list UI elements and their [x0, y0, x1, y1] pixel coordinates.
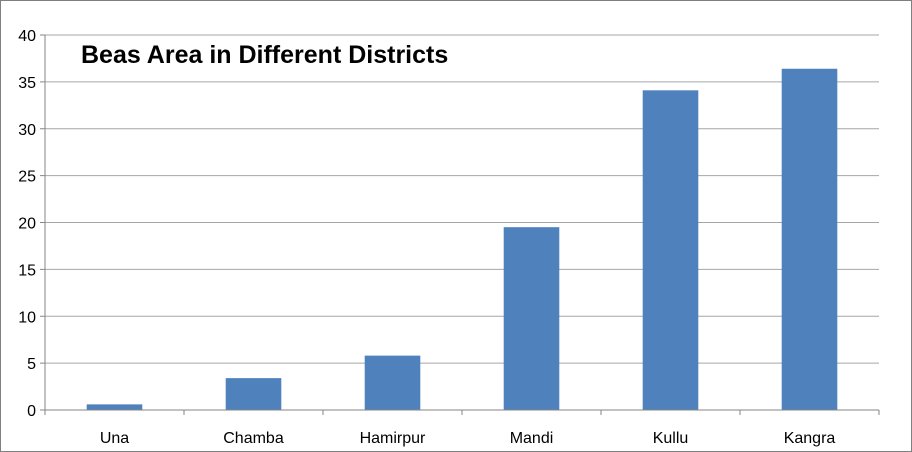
bars [86, 68, 838, 410]
bar-hamirpur [364, 355, 421, 410]
y-tick-label: 0 [27, 403, 36, 420]
y-tick-label: 40 [18, 28, 36, 45]
bar-una [86, 404, 143, 410]
x-tick-label: Kullu [653, 430, 689, 447]
x-tick-labels: Una Chamba Hamirpur Mandi Kullu Kangra [100, 430, 836, 447]
bar-mandi [503, 227, 560, 410]
gridlines [45, 34, 879, 364]
y-tick-label: 30 [18, 122, 36, 139]
y-tick-label: 25 [18, 169, 36, 186]
x-tick-label: Kangra [784, 430, 836, 447]
bar-kangra [781, 68, 838, 410]
x-tick-label: Chamba [223, 430, 284, 447]
y-tick-label: 10 [18, 309, 36, 326]
y-tick-labels: 0 5 10 15 20 25 30 35 40 [18, 28, 36, 420]
y-tick-label: 35 [18, 75, 36, 92]
bar-chamba [225, 378, 282, 410]
chart-title: Beas Area in Different Districts [81, 41, 448, 69]
axes [40, 34, 880, 415]
x-tick-label: Una [100, 430, 129, 447]
y-tick-label: 5 [27, 356, 36, 373]
x-tick-label: Hamirpur [360, 430, 426, 447]
x-tick-label: Mandi [510, 430, 554, 447]
bar-kullu [642, 90, 699, 410]
y-tick-label: 20 [18, 216, 36, 233]
y-tick-label: 15 [18, 262, 36, 279]
